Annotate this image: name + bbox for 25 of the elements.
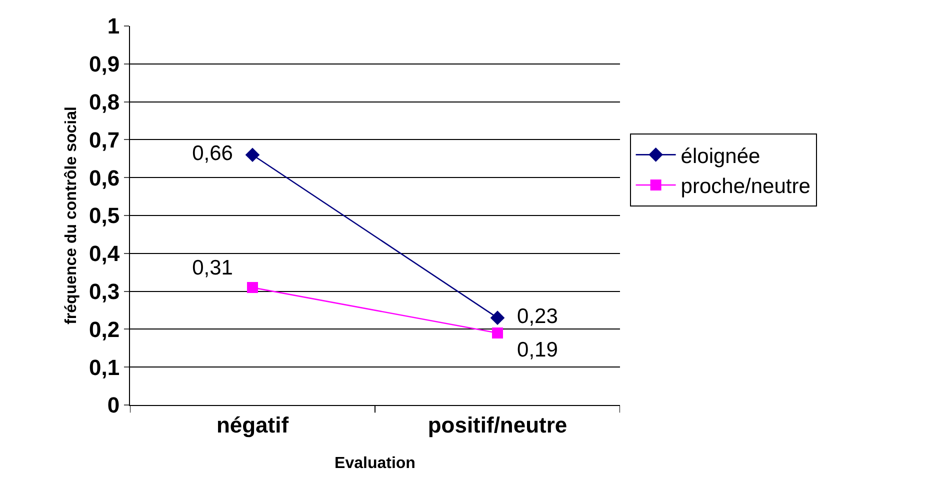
x-tick-label: négatif (216, 412, 290, 438)
y-tick-label: 0,8 (89, 90, 120, 114)
x-axis-title: Evaluation (334, 455, 416, 472)
y-tick-label: 0,3 (89, 279, 120, 304)
y-tick-label: 0,1 (89, 354, 120, 380)
y-tick-label: 0,7 (89, 127, 120, 152)
x-tick-label: positif/neutre (428, 412, 568, 438)
y-tick-label: 0 (107, 392, 120, 418)
y-tick-label: 0,9 (89, 52, 120, 77)
y-tick-label: 0,4 (89, 241, 120, 266)
point (492, 327, 503, 338)
legend-label: éloignée (680, 144, 760, 168)
data-label: 0,31 (180, 256, 245, 280)
y-axis-title: fréquence du contrôle social (62, 106, 80, 324)
data-label: 0,66 (180, 142, 245, 166)
data-label: 0,19 (505, 338, 570, 362)
y-tick-label: 0,5 (89, 203, 120, 228)
y-tick-label: 0,6 (89, 165, 120, 190)
point (247, 282, 258, 294)
legend-label: proche/neutre (680, 175, 810, 198)
point (490, 310, 505, 325)
y-tick-label: 0,2 (89, 316, 120, 342)
y-tick-label: 1 (107, 14, 120, 39)
point (245, 148, 260, 162)
data-label: 0,23 (505, 305, 570, 328)
